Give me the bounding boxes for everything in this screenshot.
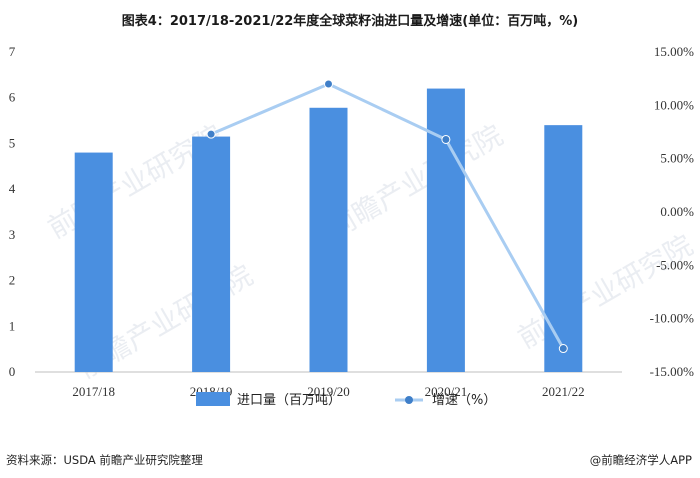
credit-note: @前瞻经济学人APP	[589, 453, 692, 467]
y-left-tick-label: 0	[9, 364, 16, 379]
x-tick-label: 2017/18	[72, 384, 115, 399]
growth-point	[206, 129, 216, 139]
legend-bar-label: 进口量（百万吨）	[237, 393, 341, 408]
legend-line-marker	[405, 396, 413, 404]
y-right-tick-label: 0.00%	[660, 204, 694, 219]
growth-point	[324, 79, 333, 89]
y-left-tick-label: 6	[9, 90, 16, 105]
y-right-tick-label: -15.00%	[650, 364, 695, 379]
y-left-tick-label: 2	[9, 273, 16, 288]
y-right-tick-label: 10.00%	[654, 97, 694, 112]
y-right-tick-label: -10.00%	[650, 311, 695, 326]
source-note: 资料来源：USDA 前瞻产业研究院整理	[6, 453, 203, 467]
y-left-tick-label: 5	[9, 135, 16, 150]
watermark-text: 前瞻产业研究院	[322, 118, 508, 245]
y-left-tick-label: 7	[9, 44, 16, 59]
x-tick-label: 2020/21	[425, 384, 468, 399]
watermark-text: 前瞻产业研究院	[512, 228, 698, 355]
y-right-tick-label: 5.00%	[660, 151, 694, 166]
growth-point	[441, 134, 451, 144]
y-left-tick-label: 3	[9, 227, 16, 242]
bar-2017/18	[74, 152, 113, 372]
bar-2021/22	[544, 125, 583, 373]
y-left-tick-label: 4	[9, 181, 16, 196]
x-tick-label: 2019/20	[307, 384, 350, 399]
legend-bar-swatch	[196, 392, 230, 406]
bar-2020/21	[426, 88, 465, 373]
legend-line-label: 增速（%）	[432, 393, 496, 408]
bar-2018/19	[192, 136, 231, 372]
growth-line	[210, 82, 565, 350]
bar-2019/20	[309, 107, 348, 373]
chart-title: 图表4：2017/18-2021/22年度全球菜籽油进口量及增速(单位：百万吨，…	[121, 14, 579, 29]
y-right-tick-label: -5.00%	[656, 257, 694, 272]
y-right-tick-label: 15.00%	[654, 44, 694, 59]
x-tick-label: 2021/22	[542, 384, 585, 399]
growth-point	[558, 344, 568, 354]
y-left-tick-label: 1	[9, 318, 16, 333]
